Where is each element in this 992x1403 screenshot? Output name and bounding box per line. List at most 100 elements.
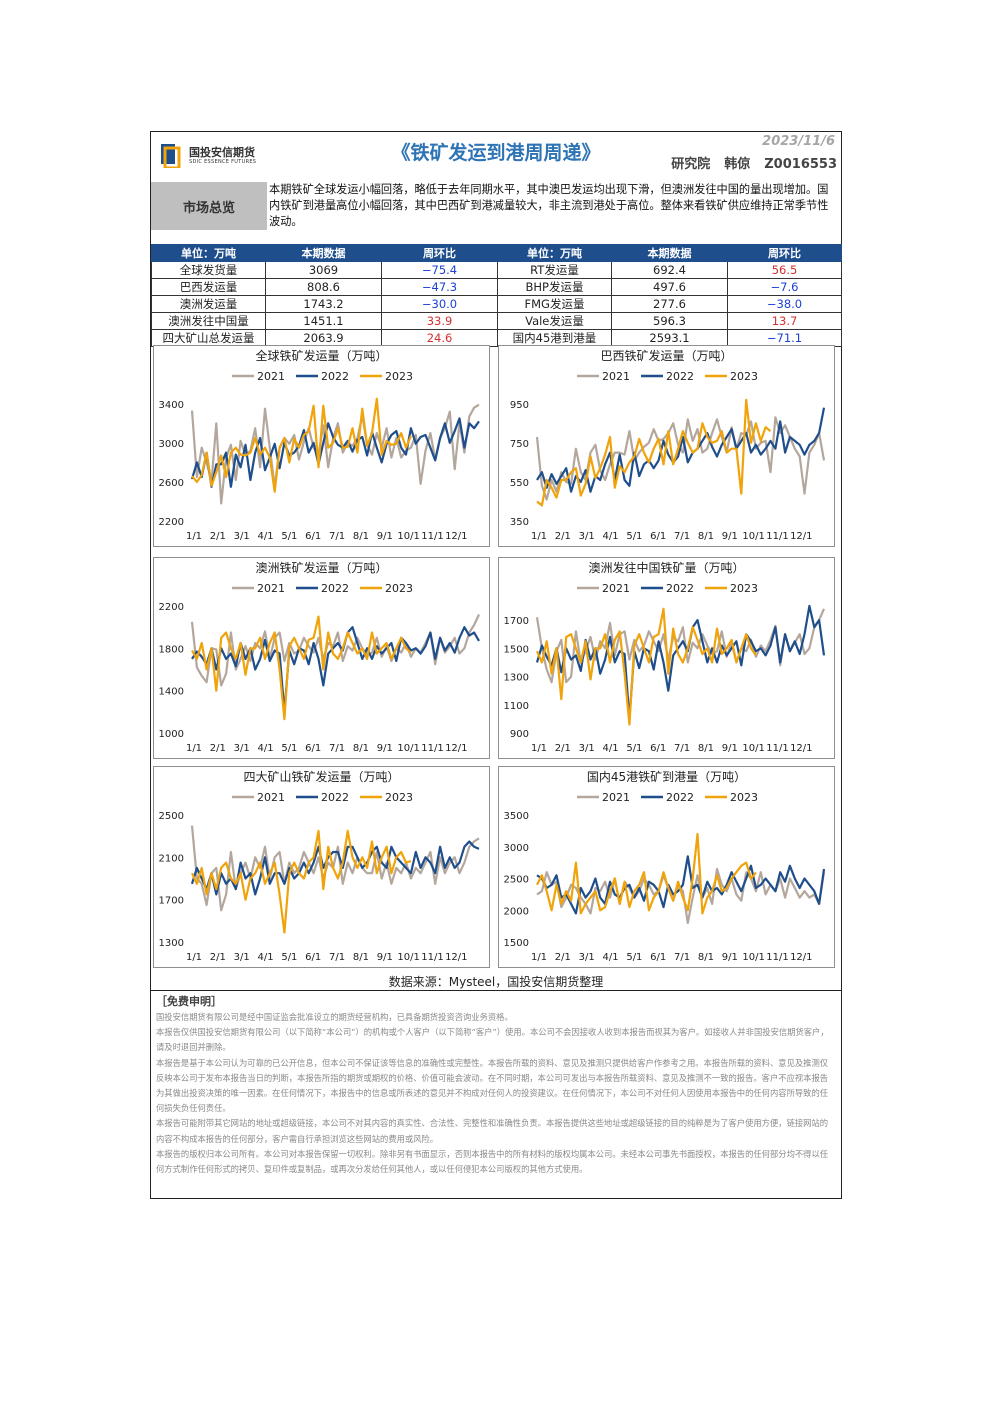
x-tick-label: 9/1 [377, 743, 393, 754]
y-tick-label: 2100 [159, 853, 184, 864]
y-tick-label: 1700 [159, 896, 184, 907]
x-tick-label: 11/1 [766, 952, 788, 963]
dept-name: 研究院 [671, 157, 711, 172]
row-label: 澳洲发运量 [151, 295, 266, 313]
row-value: 3069 [265, 261, 382, 279]
disclaimer-divider [151, 990, 841, 991]
row-label: Vale发运量 [497, 312, 612, 330]
disclaimer-title: ［免费申明］ [156, 995, 222, 1008]
chart-brazil-shipments: 巴西铁矿发运量（万吨） 2021 2022 2023 350 550 750 950 1/1 2/… [510, 348, 826, 542]
row-label: 国内45港到港量 [497, 329, 612, 347]
report-header: 国投安信期货 SDIC ESSENCE FUTURES 《铁矿发运到港周周递》 … [151, 132, 841, 182]
row-label: BHP发运量 [497, 278, 612, 296]
x-tick-label: 2/1 [210, 952, 226, 963]
market-summary: 市场总览 本期铁矿全球发运小幅回落，略低于去年同期水平，其中澳巴发运均出现下滑，… [151, 182, 841, 244]
series-line-2022 [536, 407, 826, 493]
row-change: −38.0 [727, 295, 842, 313]
x-tick-label: 7/1 [674, 743, 690, 754]
row-value: 596.3 [611, 312, 728, 330]
chart-global-shipments: 全球铁矿发运量（万吨） 2021 2022 2023 2200 2600 3000 3400 1… [159, 348, 480, 542]
x-tick-label: 12/1 [790, 952, 812, 963]
row-value: 2593.1 [611, 329, 728, 347]
series-line-2022 [190, 840, 480, 896]
logo-cn-text: 国投安信期货 [189, 146, 255, 159]
x-tick-label: 8/1 [698, 743, 714, 754]
chart-legend: 2021 2022 2023 [577, 791, 758, 804]
legend-label: 2023 [385, 791, 413, 804]
chart-panel-australia: 澳洲铁矿发运量（万吨） 2021 2022 2023 1000 1400 1800 2200 1… [153, 557, 490, 759]
chart-big-four-miners: 四大矿山铁矿发运量（万吨） 2021 2022 2023 1300 1700 2100 250… [159, 769, 480, 963]
y-tick-label: 2500 [504, 875, 529, 886]
x-tick-label: 5/1 [281, 531, 297, 542]
y-tick-label: 1300 [159, 938, 184, 949]
x-tick-label: 3/1 [579, 531, 595, 542]
y-tick-label: 2200 [159, 517, 184, 528]
y-tick-label: 1800 [159, 644, 184, 655]
legend-label: 2022 [321, 370, 349, 383]
disclaimer-paragraph: 本报告的版权归本公司所有。本公司对本报告保留一切权利。除非另有书面显示，否则本报… [156, 1148, 829, 1175]
summary-label: 市场总览 [151, 182, 267, 230]
table-header-cell: 本期数据 [265, 244, 382, 262]
table-row: 澳洲发往中国量 1451.1 33.9 Vale发运量 596.3 13.7 [151, 312, 842, 330]
legend-label: 2021 [257, 370, 285, 383]
chart-45-ports-arrivals: 国内45港铁矿到港量（万吨） 2021 2022 2023 1500 2000 2500 30… [504, 770, 826, 963]
x-tick-label: 12/1 [445, 531, 467, 542]
row-label: 巴西发运量 [151, 278, 266, 296]
x-tick-label: 7/1 [674, 952, 690, 963]
x-tick-label: 11/1 [421, 952, 443, 963]
chart-title: 澳洲铁矿发运量（万吨） [255, 560, 387, 575]
x-tick-label: 10/1 [397, 531, 419, 542]
table-row: 四大矿山总发运量 2063.9 24.6 国内45港到港量 2593.1 −71.1 [151, 329, 842, 347]
x-tick-label: 7/1 [329, 952, 345, 963]
chart-panel-45-ports: 国内45港铁矿到港量（万吨） 2021 2022 2023 1500 2000 2500 30… [498, 766, 835, 968]
x-tick-label: 11/1 [421, 531, 443, 542]
row-value: 808.6 [265, 278, 382, 296]
row-label: 澳洲发往中国量 [151, 312, 266, 330]
x-tick-label: 3/1 [579, 952, 595, 963]
x-tick-label: 8/1 [353, 743, 369, 754]
x-tick-label: 12/1 [790, 531, 812, 542]
series-line-2023 [535, 607, 757, 726]
series-line-2023 [191, 829, 412, 934]
legend-label: 2021 [602, 791, 630, 804]
row-change: 24.6 [381, 329, 498, 347]
chart-title: 澳洲发往中国铁矿量（万吨） [588, 560, 744, 575]
legend-label: 2023 [385, 582, 413, 595]
y-tick-label: 1000 [159, 729, 184, 740]
x-tick-label: 11/1 [421, 743, 443, 754]
x-tick-label: 7/1 [329, 531, 345, 542]
y-tick-label: 1500 [504, 938, 529, 949]
x-tick-label: 6/1 [305, 743, 321, 754]
y-tick-label: 2500 [159, 811, 184, 822]
table-header-row: 单位：万吨 本期数据 周环比 单位：万吨 本期数据 周环比 [151, 244, 842, 262]
shipment-table: 单位：万吨 本期数据 周环比 单位：万吨 本期数据 周环比 全球发货量 3069−… [151, 244, 842, 347]
y-tick-label: 3400 [159, 400, 184, 411]
table-header-cell: 单位：万吨 [151, 244, 266, 262]
x-tick-label: 10/1 [397, 743, 419, 754]
table-header-cell: 单位：万吨 [497, 244, 612, 262]
legend-label: 2022 [666, 582, 694, 595]
x-tick-label: 7/1 [674, 531, 690, 542]
y-tick-label: 3500 [504, 811, 529, 822]
chart-title: 四大矿山铁矿发运量（万吨） [243, 769, 399, 784]
x-tick-label: 6/1 [650, 531, 666, 542]
legend-label: 2022 [666, 791, 694, 804]
row-label: FMG发运量 [497, 295, 612, 313]
series-line-2022 [190, 417, 480, 488]
x-tick-label: 12/1 [445, 952, 467, 963]
legend-label: 2021 [257, 582, 285, 595]
x-tick-label: 9/1 [722, 743, 738, 754]
row-label: 四大矿山总发运量 [151, 329, 266, 347]
x-tick-label: 6/1 [305, 531, 321, 542]
y-tick-label: 1400 [159, 687, 184, 698]
x-tick-label: 11/1 [766, 531, 788, 542]
legend-label: 2023 [730, 370, 758, 383]
legend-label: 2023 [730, 582, 758, 595]
chart-title: 巴西铁矿发运量（万吨） [600, 348, 732, 363]
x-tick-label: 4/1 [602, 531, 618, 542]
x-tick-label: 11/1 [766, 743, 788, 754]
x-tick-label: 1/1 [531, 531, 547, 542]
legend-label: 2023 [730, 791, 758, 804]
x-tick-label: 1/1 [531, 952, 547, 963]
table-row: 全球发货量 3069 −75.4 RT发运量 692.4 56.5 [151, 261, 842, 279]
